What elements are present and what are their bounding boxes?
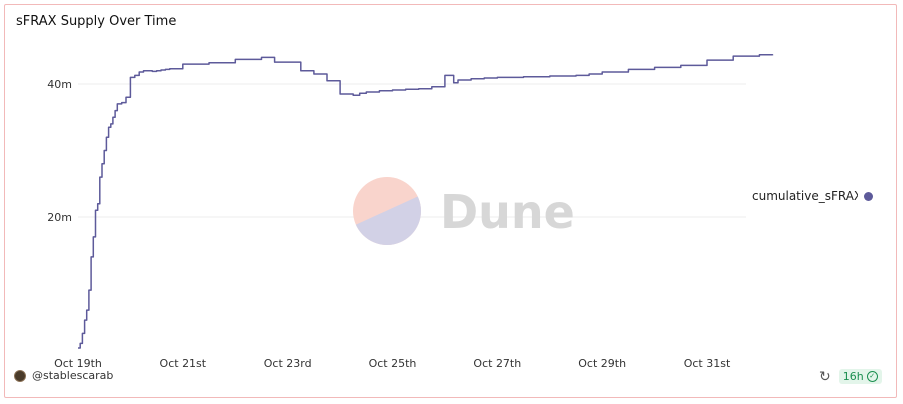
x-tick-label: Oct 21st bbox=[160, 357, 207, 370]
legend-label: cumulative_sFRAX bbox=[752, 189, 858, 203]
x-tick-label: Oct 25th bbox=[369, 357, 417, 370]
y-axis-ticks: 20m 40m bbox=[47, 78, 72, 224]
age-badge: 16h ✓ bbox=[838, 369, 882, 384]
chart-card: sFRAX Supply Over Time bbox=[4, 4, 897, 398]
x-tick-label: Oct 31st bbox=[684, 357, 731, 370]
x-tick-label: Oct 27th bbox=[473, 357, 521, 370]
x-tick-label: Oct 23rd bbox=[264, 357, 312, 370]
footer-status: ↻ 16h ✓ bbox=[819, 369, 882, 384]
author-name: @stablescarab bbox=[32, 369, 114, 382]
check-circle-icon: ✓ bbox=[866, 371, 878, 382]
legend[interactable]: cumulative_sFRAX bbox=[752, 189, 878, 203]
y-tick-label: 40m bbox=[47, 78, 72, 91]
legend-swatch bbox=[864, 191, 873, 201]
x-tick-label: Oct 29th bbox=[578, 357, 626, 370]
author-link[interactable]: @stablescarab bbox=[14, 369, 113, 382]
refresh-icon[interactable]: ↻ bbox=[819, 368, 831, 385]
watermark-text: Dune bbox=[440, 185, 575, 239]
age-text: 16h bbox=[842, 370, 864, 383]
y-tick-label: 20m bbox=[47, 211, 72, 224]
avatar bbox=[14, 369, 26, 382]
dune-watermark: Dune bbox=[353, 177, 575, 245]
watermark-logo-bottom bbox=[353, 195, 421, 245]
x-tick-label: Oct 19th bbox=[54, 357, 102, 370]
series-line-cumulative-sfrax bbox=[78, 53, 774, 349]
chart-title: sFRAX Supply Over Time bbox=[16, 14, 177, 29]
x-axis-ticks: Oct 19th Oct 21st Oct 23rd Oct 25th Oct 27th… bbox=[54, 357, 731, 370]
